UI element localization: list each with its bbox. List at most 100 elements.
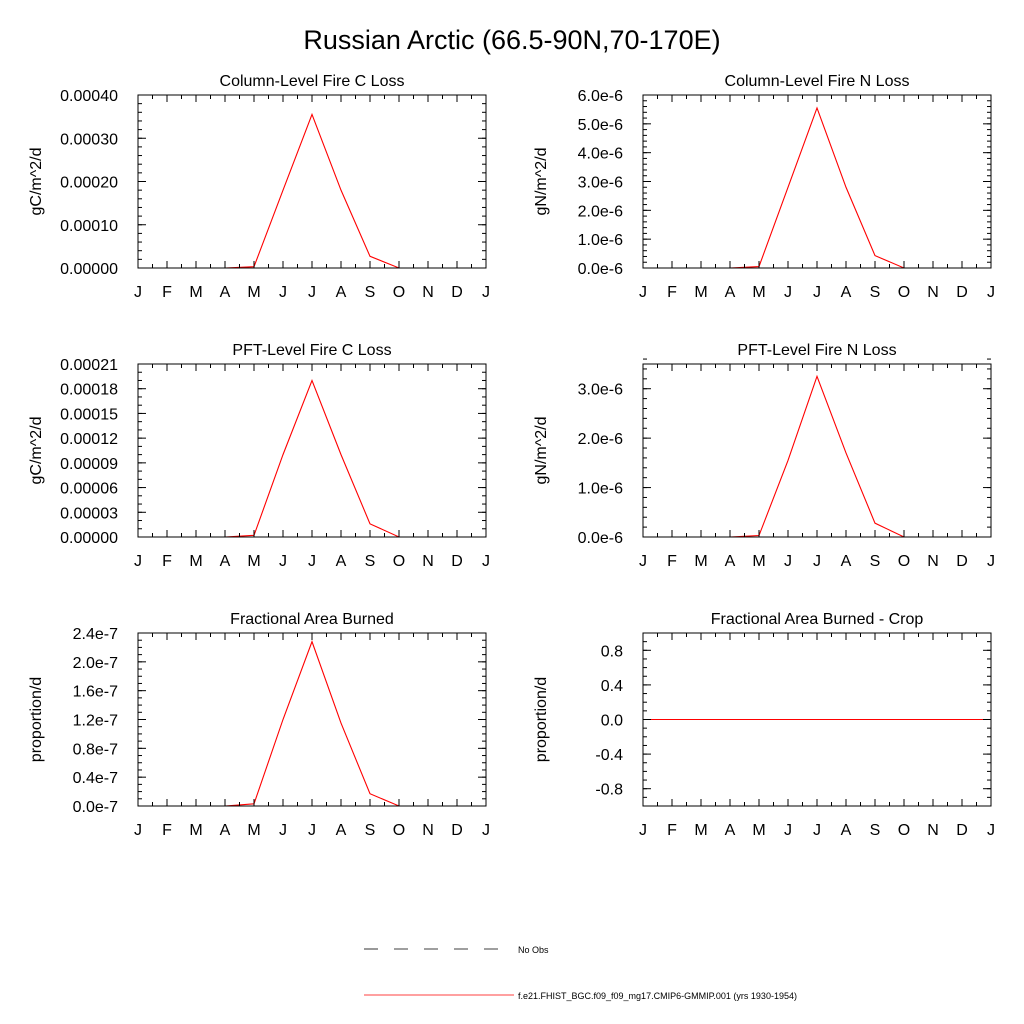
- y-tick-label: 0.0: [601, 713, 623, 730]
- x-tick-label: S: [870, 553, 881, 570]
- y-tick-label: 0.4e-7: [73, 770, 118, 787]
- x-tick-label: M: [752, 284, 765, 301]
- x-tick-label: J: [987, 284, 995, 301]
- y-tick-label: 0.8e-7: [73, 741, 118, 758]
- y-tick-label: 2.0e-7: [73, 655, 118, 672]
- data-series-line: [138, 112, 486, 269]
- x-tick-label: A: [841, 822, 852, 839]
- y-tick-label: 0.00040: [60, 88, 118, 105]
- x-tick-label: O: [393, 284, 405, 301]
- chart-panel-6: Fractional Area Burned - Crop proportion/…: [533, 611, 995, 839]
- y-tick-label: 5.0e-6: [578, 117, 623, 134]
- x-tick-label: O: [898, 822, 910, 839]
- x-tick-label: A: [220, 284, 231, 301]
- plot-frame: [137, 94, 487, 269]
- panel-title: Column-Level Fire C Loss: [220, 73, 405, 90]
- x-tick-label: D: [956, 553, 968, 570]
- x-tick-label: O: [393, 553, 405, 570]
- x-tick-label: D: [451, 822, 463, 839]
- x-tick-label: J: [813, 822, 821, 839]
- y-tick-label: 0.00030: [60, 131, 118, 148]
- y-tick-label: 2.0e-6: [578, 431, 623, 448]
- x-tick-label: J: [308, 553, 316, 570]
- x-tick-label: F: [162, 553, 172, 570]
- x-tick-label: S: [870, 284, 881, 301]
- x-tick-label: J: [639, 284, 647, 301]
- x-tick-label: A: [336, 553, 347, 570]
- x-tick-label: A: [841, 284, 852, 301]
- x-tick-label: J: [813, 553, 821, 570]
- x-tick-label: J: [279, 822, 287, 839]
- y-tick-label: 0.00012: [60, 431, 118, 448]
- y-axis-label: proportion/d: [533, 677, 550, 762]
- x-tick-label: J: [134, 553, 142, 570]
- x-tick-label: J: [279, 284, 287, 301]
- x-tick-label: F: [162, 822, 172, 839]
- x-tick-label: J: [308, 284, 316, 301]
- y-tick-label: 3.0e-6: [578, 382, 623, 399]
- legend-no-obs-label: No Obs: [518, 945, 549, 955]
- y-tick-label: 0.00000: [60, 261, 118, 278]
- y-tick-label: -0.8: [595, 782, 623, 799]
- x-tick-label: D: [956, 284, 968, 301]
- panel-title: Column-Level Fire N Loss: [725, 73, 910, 90]
- y-tick-label: 0.0e-6: [578, 261, 623, 278]
- y-axis-label: gC/m^2/d: [28, 417, 45, 485]
- x-tick-label: A: [336, 284, 347, 301]
- x-tick-label: M: [189, 284, 202, 301]
- x-tick-label: F: [667, 822, 677, 839]
- x-tick-label: O: [898, 553, 910, 570]
- y-tick-label: 1.0e-6: [578, 481, 623, 498]
- x-tick-label: A: [725, 553, 736, 570]
- y-tick-label: 0.4: [601, 678, 623, 695]
- x-tick-label: S: [365, 822, 376, 839]
- panel-title: Fractional Area Burned: [230, 611, 394, 628]
- data-series-line: [138, 640, 486, 807]
- x-tick-label: M: [247, 822, 260, 839]
- x-tick-label: N: [422, 822, 434, 839]
- x-tick-label: A: [220, 822, 231, 839]
- x-tick-label: J: [482, 822, 490, 839]
- y-axis-label: proportion/d: [28, 677, 45, 762]
- x-tick-label: J: [134, 822, 142, 839]
- x-tick-label: J: [784, 822, 792, 839]
- x-tick-label: F: [162, 284, 172, 301]
- y-tick-label: 0.00018: [60, 382, 118, 399]
- data-series-line: [643, 374, 991, 538]
- x-tick-label: J: [639, 553, 647, 570]
- panel-title: PFT-Level Fire C Loss: [232, 342, 391, 359]
- x-tick-label: S: [365, 553, 376, 570]
- x-tick-label: N: [422, 553, 434, 570]
- x-tick-label: O: [898, 284, 910, 301]
- x-tick-label: M: [752, 822, 765, 839]
- plot-frame: [642, 94, 992, 269]
- x-tick-label: A: [220, 553, 231, 570]
- x-tick-label: J: [987, 553, 995, 570]
- x-tick-label: S: [365, 284, 376, 301]
- plot-frame: [137, 363, 487, 538]
- x-tick-label: M: [189, 822, 202, 839]
- x-tick-label: M: [189, 553, 202, 570]
- y-tick-label: 1.2e-7: [73, 713, 118, 730]
- x-tick-label: J: [784, 553, 792, 570]
- legend: No Obs f.e21.FHIST_BGC.f09_f09_mg17.CMIP6…: [364, 945, 797, 1001]
- x-tick-label: J: [639, 822, 647, 839]
- y-tick-label: 0.00021: [60, 357, 118, 374]
- y-tick-label: 0.00009: [60, 456, 118, 473]
- x-tick-label: D: [451, 553, 463, 570]
- x-tick-label: O: [393, 822, 405, 839]
- y-tick-label: 2.0e-6: [578, 203, 623, 220]
- figure-title: Russian Arctic (66.5-90N,70-170E): [303, 25, 720, 55]
- x-tick-label: A: [725, 284, 736, 301]
- x-tick-label: A: [336, 822, 347, 839]
- y-tick-label: 0.00015: [60, 406, 118, 423]
- x-tick-label: M: [694, 553, 707, 570]
- y-tick-label: 0.8: [601, 643, 623, 660]
- y-tick-label: 0.00000: [60, 530, 118, 547]
- y-axis-label: gC/m^2/d: [28, 148, 45, 216]
- x-tick-label: J: [784, 284, 792, 301]
- y-tick-label: 0.00010: [60, 218, 118, 235]
- y-tick-label: 2.4e-7: [73, 626, 118, 643]
